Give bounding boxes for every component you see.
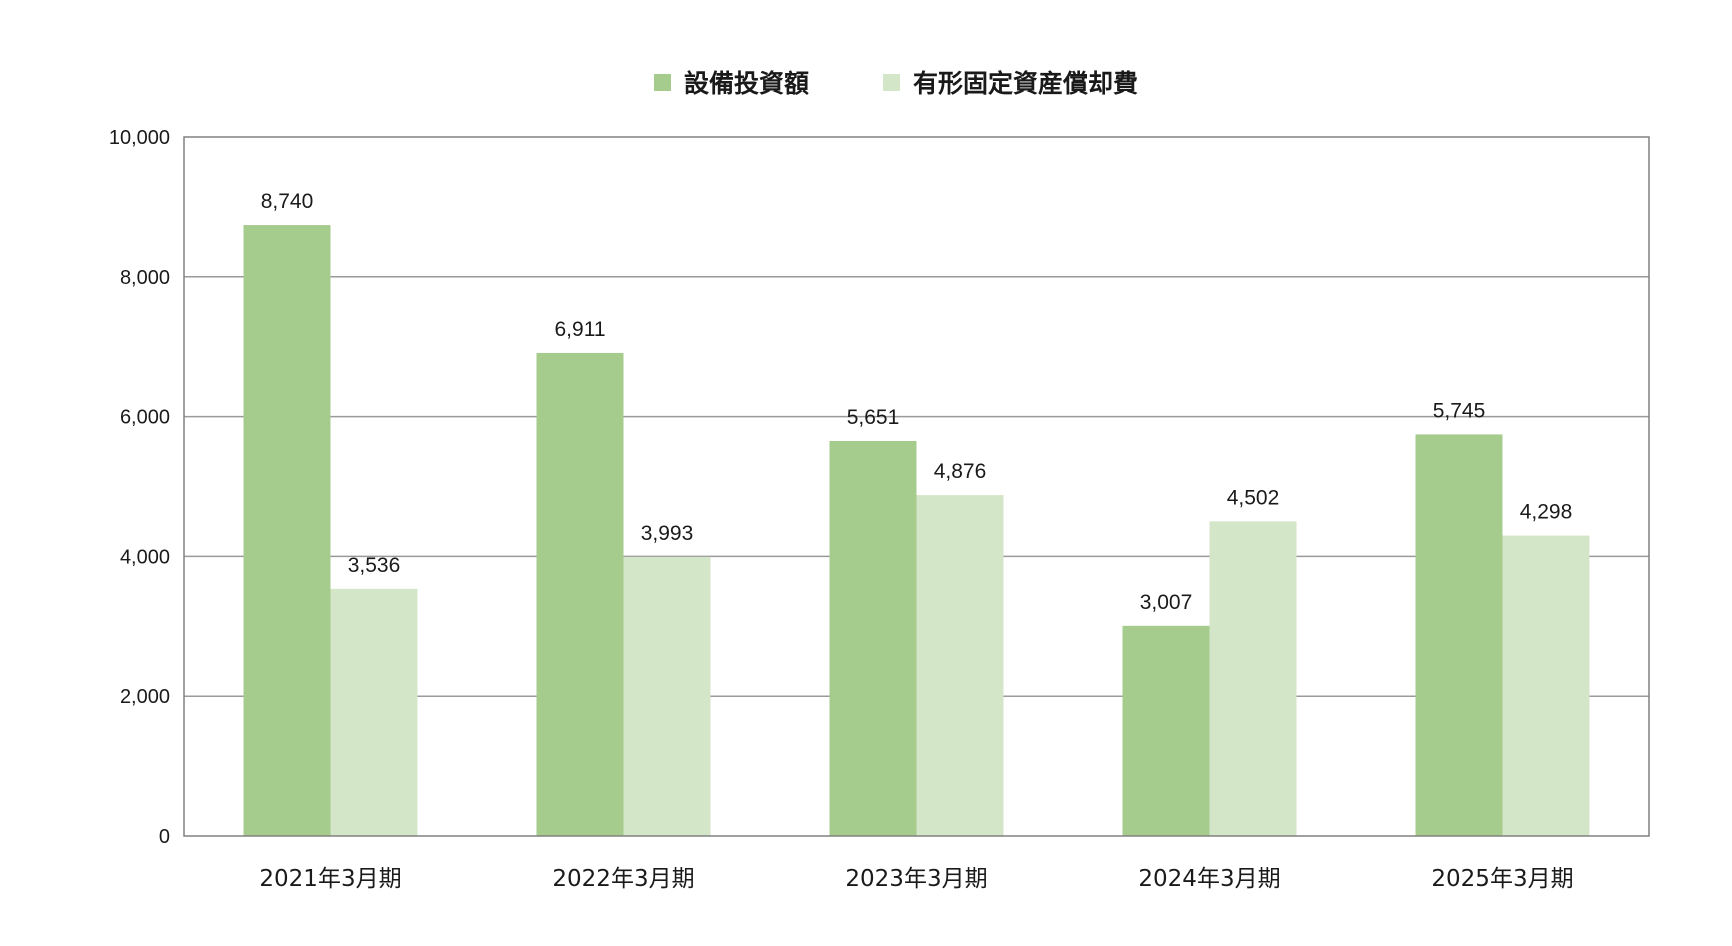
legend: 設備投資額 有形固定資産償却費 [654,69,1138,98]
data-label: 5,651 [847,406,900,429]
y-tick-label: 8,000 [120,267,170,289]
bar-depreciation [330,588,418,836]
x-axis-category-labels: 2021年3月期 2022年3月期 2023年3月期 2024年3月期 2025年3月期 [259,866,1573,892]
data-label: 6,911 [555,318,606,341]
data-label: 8,740 [261,190,314,213]
bar-depreciation [1502,535,1590,836]
bar-capex [536,352,624,836]
bar-depreciation [916,495,1004,836]
bar-capex [1122,625,1210,836]
bar-capex [243,225,331,837]
data-label: 3,993 [641,522,694,545]
bar-depreciation [623,556,711,836]
y-axis-tick-labels: 0 2,000 4,000 6,000 8,000 10,000 [109,127,170,848]
data-labels: 8,740 6,911 5,651 3,007 5,745 3,536 3,993 4,876… [261,190,1573,614]
y-tick-label: 4,000 [120,546,170,568]
data-label: 5,745 [1433,399,1486,422]
bars [243,225,1590,837]
y-tick-label: 6,000 [120,407,170,429]
legend-label-depreciation: 有形固定資産償却費 [913,69,1138,98]
plot-frame [183,136,1650,837]
axes [183,136,1650,837]
data-label: 4,876 [934,460,987,483]
data-label: 3,007 [1140,591,1193,614]
y-tick-label: 0 [159,826,170,848]
y-tick-label: 10,000 [109,127,170,149]
data-label: 4,298 [1520,501,1573,524]
bar-depreciation [1209,521,1297,836]
legend-swatch-capex [654,74,671,91]
x-category-label: 2022年3月期 [552,866,694,892]
data-label: 4,502 [1227,486,1280,509]
legend-label-capex: 設備投資額 [684,69,809,98]
bar-capex [1415,434,1503,836]
x-category-label: 2025年3月期 [1431,866,1573,892]
x-category-label: 2021年3月期 [259,866,401,892]
y-tick-label: 2,000 [120,686,170,708]
legend-swatch-depreciation [883,74,900,91]
x-category-label: 2024年3月期 [1138,866,1280,892]
data-label: 3,536 [348,554,401,577]
x-category-label: 2023年3月期 [845,866,987,892]
bar-capex [829,440,917,836]
